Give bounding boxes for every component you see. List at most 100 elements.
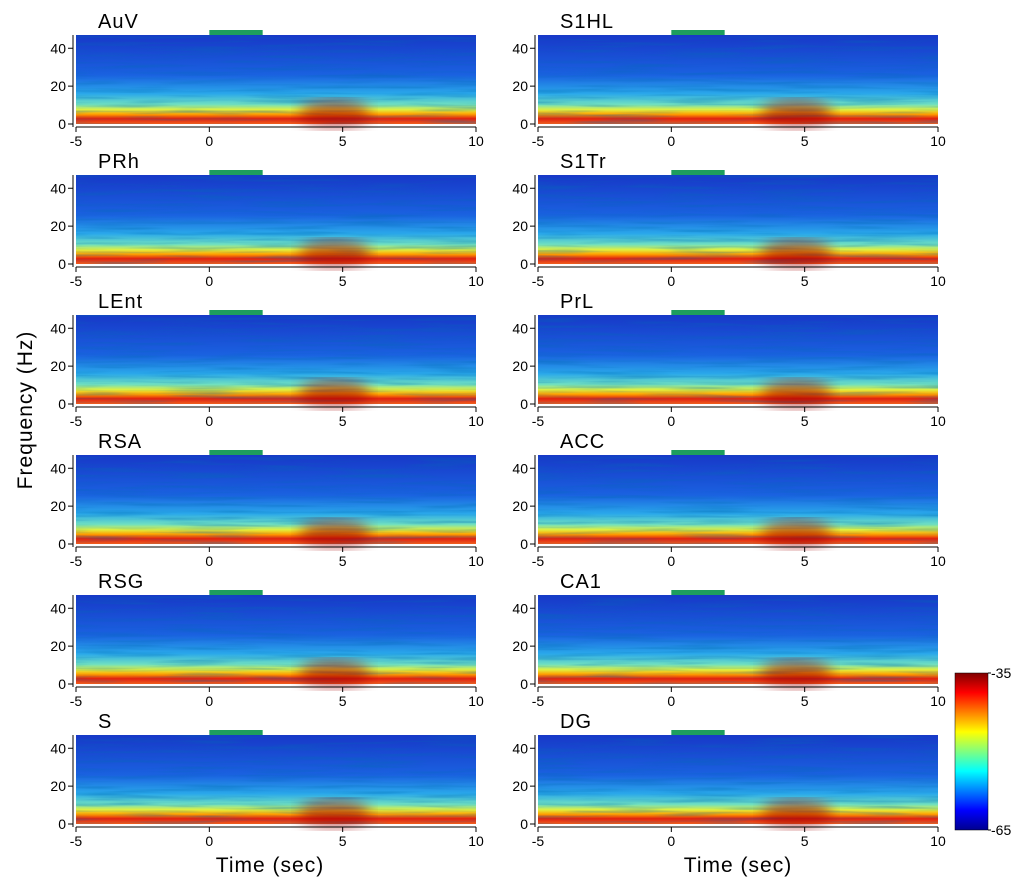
y-tick-label: 0 bbox=[58, 116, 66, 132]
y-tick-label: 0 bbox=[520, 536, 528, 552]
x-tick-label: 5 bbox=[801, 833, 809, 849]
spectrogram-hotspot bbox=[760, 100, 833, 128]
y-tick-label: 40 bbox=[50, 460, 66, 476]
x-tick-label: 5 bbox=[801, 273, 809, 289]
panel-title: S1HL bbox=[560, 11, 614, 33]
colorbar-tick-label: -65 bbox=[991, 822, 1011, 838]
spectrogram-texture bbox=[538, 455, 938, 544]
stimulus-bar bbox=[671, 30, 725, 35]
spectrogram-texture bbox=[538, 595, 938, 684]
spectrogram-texture bbox=[76, 35, 476, 124]
spectrogram-hotspot bbox=[760, 240, 833, 268]
spectrogram-hotspot bbox=[298, 240, 371, 268]
y-tick-label: 20 bbox=[50, 778, 66, 794]
x-tick-label: 10 bbox=[468, 833, 484, 849]
x-tick-label: 5 bbox=[801, 693, 809, 709]
x-tick-label: 10 bbox=[930, 133, 946, 149]
x-tick-label: 5 bbox=[801, 553, 809, 569]
stimulus-bar bbox=[671, 590, 725, 595]
y-tick-label: 20 bbox=[50, 638, 66, 654]
x-tick-label: 10 bbox=[468, 553, 484, 569]
x-tick-label: 0 bbox=[205, 413, 213, 429]
x-tick-label: -5 bbox=[70, 273, 83, 289]
stimulus-bar bbox=[671, 730, 725, 735]
x-tick-label: 10 bbox=[930, 833, 946, 849]
x-tick-label: 0 bbox=[667, 833, 675, 849]
x-tick-label: 10 bbox=[930, 693, 946, 709]
panel-title: PRh bbox=[98, 151, 140, 173]
spectrogram-texture bbox=[538, 35, 938, 124]
y-tick-label: 20 bbox=[50, 218, 66, 234]
panel-title: RSG bbox=[98, 571, 144, 593]
x-tick-label: 10 bbox=[930, 273, 946, 289]
x-axis-label: Time (sec) bbox=[684, 854, 792, 877]
x-tick-label: 10 bbox=[930, 413, 946, 429]
x-tick-label: 5 bbox=[339, 833, 347, 849]
x-tick-label: -5 bbox=[532, 413, 545, 429]
stimulus-bar bbox=[209, 310, 263, 315]
x-tick-label: 10 bbox=[930, 553, 946, 569]
y-tick-label: 40 bbox=[512, 460, 528, 476]
x-tick-label: 5 bbox=[801, 133, 809, 149]
x-tick-label: -5 bbox=[532, 693, 545, 709]
y-tick-label: 40 bbox=[50, 320, 66, 336]
y-tick-label: 20 bbox=[512, 498, 528, 514]
panel-title: CA1 bbox=[560, 571, 602, 593]
x-tick-label: -5 bbox=[70, 413, 83, 429]
x-tick-label: 0 bbox=[205, 693, 213, 709]
x-tick-label: 0 bbox=[667, 273, 675, 289]
y-axis-label: Frequency (Hz) bbox=[14, 331, 37, 490]
spectrogram-hotspot bbox=[298, 380, 371, 408]
y-tick-label: 0 bbox=[520, 256, 528, 272]
x-tick-label: 5 bbox=[339, 693, 347, 709]
panel-title: AuV bbox=[98, 11, 139, 33]
spectrogram-texture bbox=[76, 735, 476, 824]
y-tick-label: 20 bbox=[50, 498, 66, 514]
spectrogram-texture bbox=[76, 315, 476, 404]
colorbar bbox=[954, 672, 989, 831]
stimulus-bar bbox=[209, 590, 263, 595]
y-tick-label: 20 bbox=[50, 358, 66, 374]
x-tick-label: -5 bbox=[70, 133, 83, 149]
y-tick-label: 0 bbox=[58, 816, 66, 832]
x-tick-label: 0 bbox=[667, 553, 675, 569]
x-tick-label: 5 bbox=[801, 413, 809, 429]
x-tick-label: -5 bbox=[70, 833, 83, 849]
panel-title: S1Tr bbox=[560, 151, 607, 173]
x-tick-label: 0 bbox=[667, 133, 675, 149]
stimulus-bar bbox=[671, 450, 725, 455]
spectrogram-hotspot bbox=[760, 520, 833, 548]
x-tick-label: 10 bbox=[468, 273, 484, 289]
spectrogram-hotspot bbox=[760, 380, 833, 408]
x-tick-label: 5 bbox=[339, 133, 347, 149]
y-tick-label: 0 bbox=[58, 536, 66, 552]
y-tick-label: 40 bbox=[512, 40, 528, 56]
x-tick-label: -5 bbox=[70, 693, 83, 709]
x-tick-label: 0 bbox=[667, 413, 675, 429]
y-tick-label: 40 bbox=[50, 740, 66, 756]
spectrogram-texture bbox=[538, 735, 938, 824]
y-tick-label: 0 bbox=[58, 256, 66, 272]
x-tick-label: 10 bbox=[468, 133, 484, 149]
spectrogram-hotspot bbox=[760, 660, 833, 688]
panel-title: DG bbox=[560, 711, 592, 733]
spectrogram-texture bbox=[538, 315, 938, 404]
panel-title: LEnt bbox=[98, 291, 143, 313]
y-tick-label: 0 bbox=[520, 676, 528, 692]
panel-title: ACC bbox=[560, 431, 605, 453]
spectrogram-hotspot bbox=[760, 800, 833, 828]
x-tick-label: 0 bbox=[205, 833, 213, 849]
y-tick-label: 0 bbox=[520, 816, 528, 832]
x-tick-label: 0 bbox=[205, 273, 213, 289]
panel-title: PrL bbox=[560, 291, 594, 313]
y-tick-label: 40 bbox=[512, 320, 528, 336]
y-tick-label: 0 bbox=[58, 396, 66, 412]
stimulus-bar bbox=[671, 310, 725, 315]
spectrogram-hotspot bbox=[298, 100, 371, 128]
spectrogram-texture bbox=[76, 595, 476, 684]
stimulus-bar bbox=[209, 30, 263, 35]
x-tick-label: -5 bbox=[70, 553, 83, 569]
x-tick-label: -5 bbox=[532, 833, 545, 849]
y-tick-label: 40 bbox=[50, 600, 66, 616]
